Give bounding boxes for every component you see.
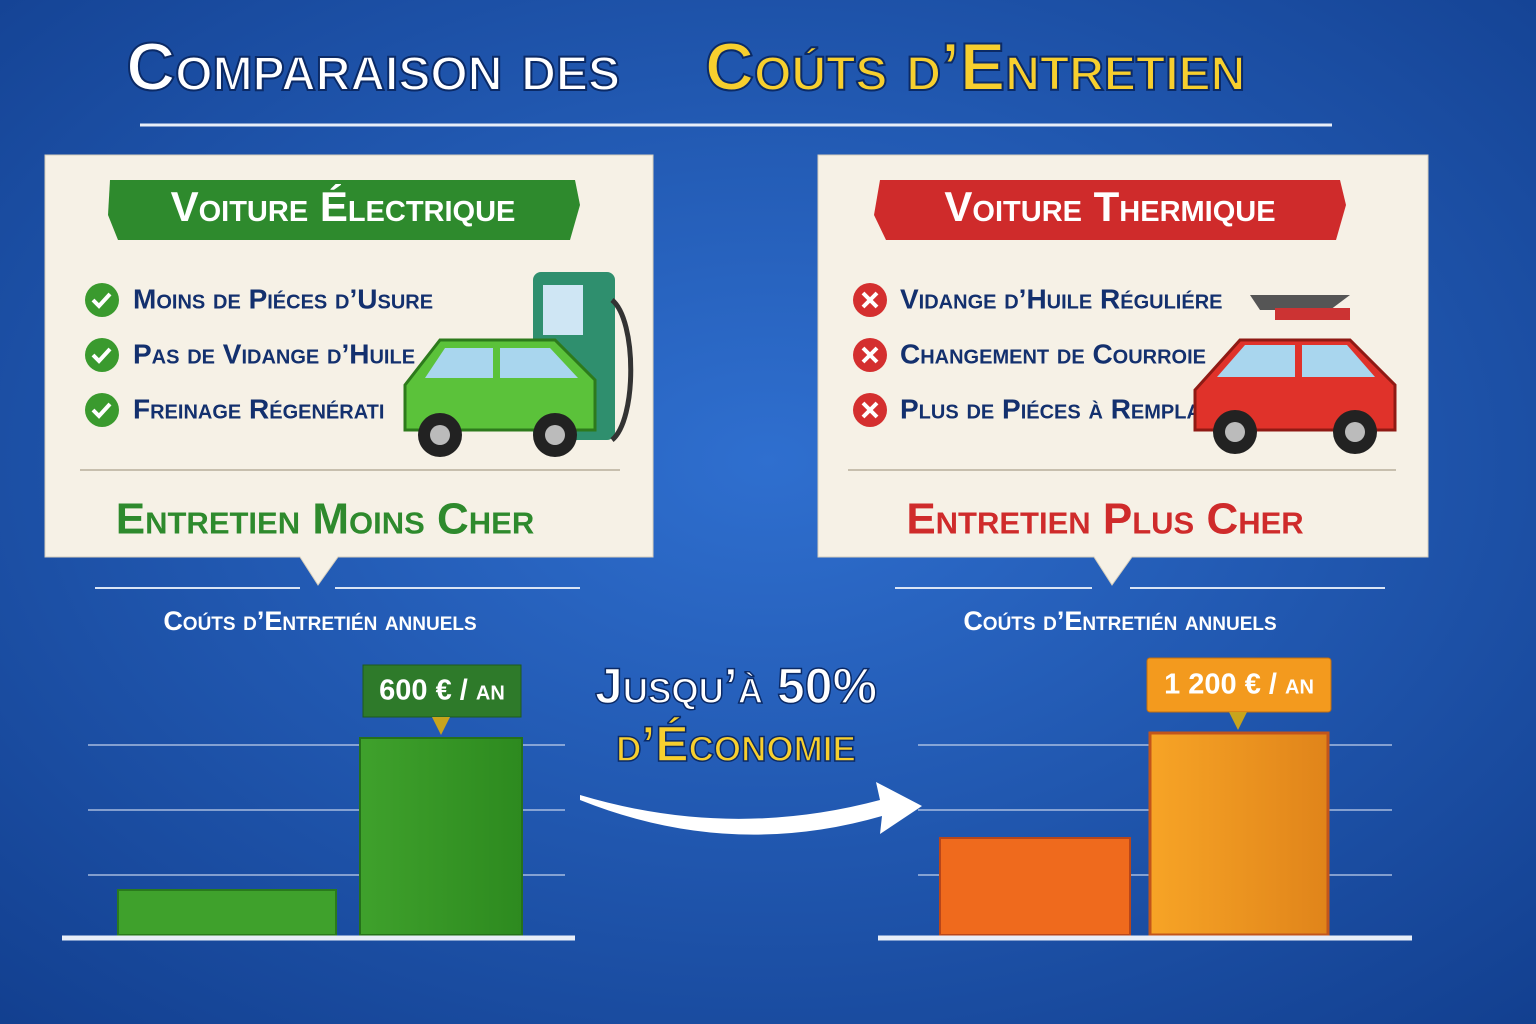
- thermal-bars: [939, 657, 1332, 937]
- verdict: Entretien Moins Cher: [116, 495, 534, 544]
- thermal-card: Voiture Thermique Vidange d’Huile Réguli…: [817, 154, 1429, 586]
- electric-card: Voiture Électrique Moins de Piéces d’Usu…: [44, 154, 654, 586]
- electric-bars: [117, 664, 523, 936]
- heading-ribbon: [874, 180, 1346, 240]
- costs-title: Coúts d’Entretién annuels: [963, 606, 1276, 636]
- card-heading: Voiture Électrique: [171, 183, 516, 230]
- item: Moins de Piéces d’Usure: [133, 283, 433, 314]
- card-heading: Voiture Thermique: [944, 183, 1275, 230]
- cost-label: 1 200 € / an: [1164, 669, 1314, 701]
- charger-car-illustration: [403, 272, 634, 457]
- title-part2: Coúts d’Entretien: [705, 29, 1245, 105]
- savings-line2: d’Économie: [616, 716, 856, 772]
- item: Pas de Vidange d’Huile: [133, 338, 415, 369]
- item: Vidange d’Huile Réguliére: [900, 283, 1222, 314]
- savings-line1: Jusqu’à 50%: [595, 658, 877, 714]
- bar-small: [117, 889, 337, 936]
- item: Freinage Régenérati: [133, 393, 384, 424]
- costs-title: Coúts d’Entretién annuels: [163, 606, 476, 636]
- cost-badge: [362, 664, 522, 718]
- heading-ribbon: [108, 180, 580, 240]
- item: Plus de Piéces à Remplace: [900, 393, 1229, 424]
- car-illustration: [1193, 295, 1397, 454]
- cost-label: 600 € / an: [379, 675, 505, 707]
- bar-small: [939, 837, 1131, 936]
- title-part1: Comparaison des: [126, 29, 620, 105]
- bar-tall: [1148, 731, 1330, 937]
- arrow: [580, 782, 922, 835]
- verdict: Entretien Plus Cher: [906, 495, 1303, 544]
- bar-tall: [359, 737, 523, 936]
- item: Changement de Courroie: [900, 338, 1206, 369]
